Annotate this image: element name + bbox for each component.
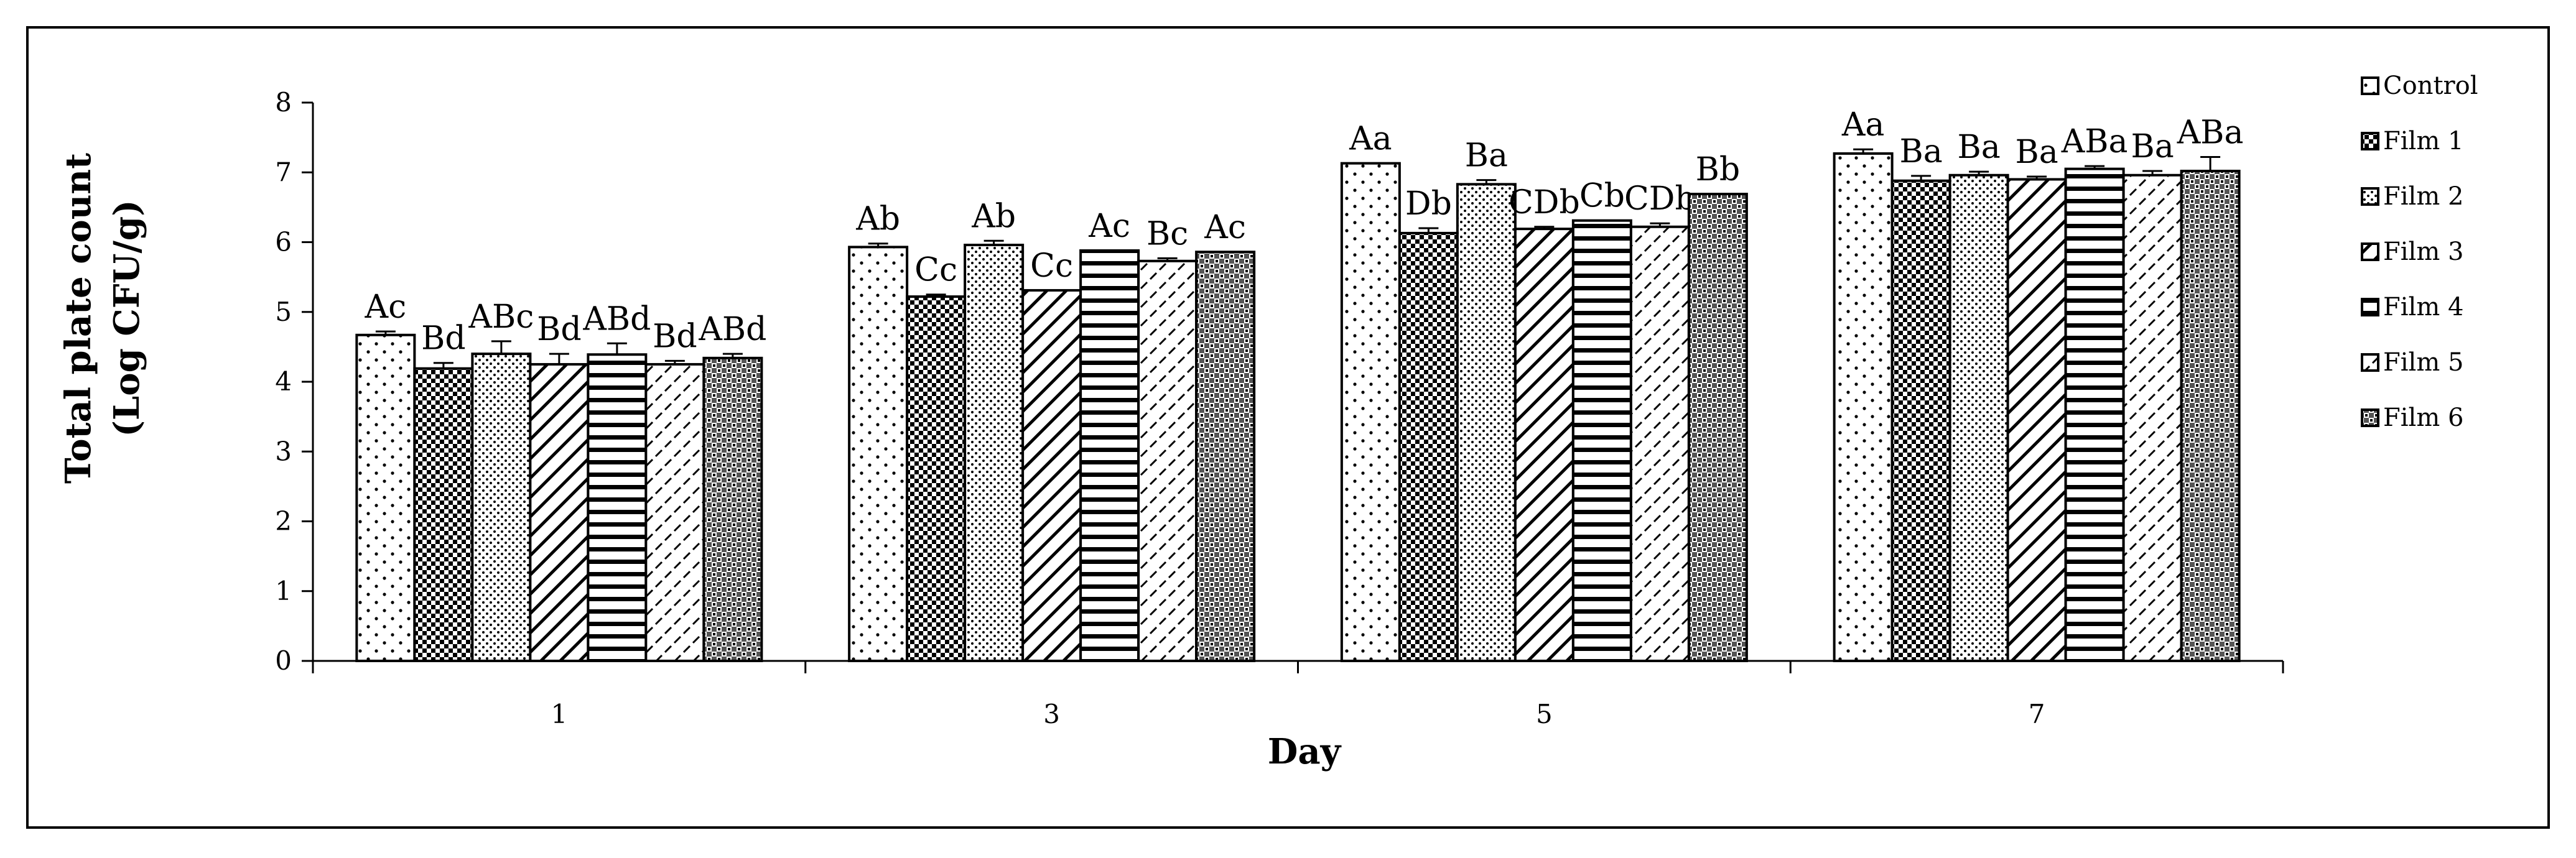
data-label: CDb bbox=[1624, 180, 1696, 218]
y-tick-label: 8 bbox=[275, 87, 292, 118]
bar bbox=[2122, 173, 2183, 662]
bar bbox=[1571, 219, 1632, 662]
data-label: Ba bbox=[2131, 128, 2174, 165]
data-label: Ac bbox=[1204, 209, 1246, 246]
y-tick-label: 7 bbox=[275, 157, 292, 187]
bar bbox=[1890, 179, 1951, 663]
data-label: CDb bbox=[1509, 184, 1580, 221]
legend-swatch bbox=[2361, 298, 2379, 316]
y-tick-label: 0 bbox=[275, 645, 292, 676]
y-tick-label: 1 bbox=[275, 576, 292, 606]
legend-swatch bbox=[2361, 187, 2379, 206]
bar bbox=[1514, 228, 1574, 662]
data-label: Ab bbox=[971, 198, 1016, 235]
data-label: ABd bbox=[582, 300, 651, 338]
bar bbox=[471, 353, 532, 662]
y-axis-title-line: (Log CFU/g) bbox=[106, 200, 147, 436]
legend-label: Film 3 bbox=[2383, 238, 2463, 266]
legend-label: Film 6 bbox=[2383, 404, 2463, 432]
bar bbox=[529, 362, 590, 662]
x-axis-title: Day bbox=[1268, 731, 1342, 772]
bar bbox=[2006, 178, 2067, 663]
x-tick-label: 7 bbox=[2029, 699, 2045, 729]
data-label: Ba bbox=[1900, 133, 1943, 170]
legend-label: Film 2 bbox=[2383, 182, 2463, 211]
data-label: Aa bbox=[1349, 121, 1392, 158]
legend-swatch bbox=[2361, 353, 2379, 372]
legend-swatch bbox=[2361, 132, 2379, 150]
data-label: Cc bbox=[1030, 247, 1073, 285]
legend-label: Film 4 bbox=[2383, 293, 2463, 321]
bar bbox=[1079, 249, 1140, 663]
bar bbox=[355, 333, 416, 662]
bar bbox=[1340, 162, 1401, 663]
x-tick-label: 1 bbox=[551, 699, 568, 729]
bar bbox=[1456, 183, 1517, 662]
data-label: Ba bbox=[1465, 137, 1508, 175]
bar bbox=[2180, 170, 2241, 662]
bar bbox=[1137, 259, 1198, 662]
x-tick-label: 3 bbox=[1043, 699, 1060, 729]
data-label: Ba bbox=[2016, 134, 2058, 171]
data-label: Ac bbox=[365, 288, 407, 326]
bar bbox=[964, 243, 1025, 662]
bar bbox=[644, 362, 705, 662]
y-tick-label: 6 bbox=[275, 227, 292, 257]
bar bbox=[1629, 225, 1690, 662]
legend-swatch bbox=[2361, 76, 2379, 95]
data-label: ABa bbox=[2061, 123, 2128, 160]
y-axis-title-line: Total plate count bbox=[58, 153, 99, 484]
y-tick-label: 2 bbox=[275, 506, 292, 537]
data-label: ABa bbox=[2177, 114, 2244, 152]
bar bbox=[1398, 231, 1459, 663]
y-axis-title: Total plate count (Log CFU/g) bbox=[58, 153, 147, 484]
data-label: Cb bbox=[1579, 178, 1625, 215]
bar bbox=[848, 246, 909, 663]
data-label: ABd bbox=[698, 311, 766, 348]
data-label: Ac bbox=[1088, 208, 1130, 245]
x-tick-label: 5 bbox=[1536, 699, 1553, 729]
data-label: Cc bbox=[914, 252, 957, 289]
data-label: Bb bbox=[1696, 151, 1741, 188]
chart-border bbox=[26, 26, 2550, 829]
y-tick-label: 5 bbox=[275, 297, 292, 327]
data-label: Bc bbox=[1146, 215, 1188, 252]
legend-label: Film 1 bbox=[2383, 127, 2463, 155]
data-label: Ab bbox=[855, 201, 900, 238]
bar bbox=[2064, 167, 2125, 662]
data-label: Bd bbox=[537, 311, 582, 348]
y-tick-label: 4 bbox=[275, 366, 292, 397]
legend-label: Film 5 bbox=[2383, 348, 2463, 377]
legend-swatch bbox=[2361, 408, 2379, 427]
bar bbox=[1687, 193, 1748, 662]
data-label: ABc bbox=[468, 298, 534, 336]
bar bbox=[906, 295, 967, 662]
y-tick-label: 3 bbox=[275, 436, 292, 466]
data-label: Bd bbox=[653, 318, 697, 355]
legend: Control Film 1 Film 2 Film 3 Film 4 Film 5 Fil… bbox=[2361, 72, 2478, 432]
bar bbox=[1833, 152, 1894, 662]
bar bbox=[1021, 288, 1082, 662]
bar bbox=[1948, 173, 2009, 662]
legend-swatch bbox=[2361, 242, 2379, 261]
data-label: Bd bbox=[421, 320, 466, 358]
data-label: Aa bbox=[1841, 106, 1885, 144]
bar bbox=[702, 356, 763, 663]
data-label: Db bbox=[1405, 185, 1452, 223]
legend-label: Control bbox=[2383, 72, 2478, 100]
bar bbox=[413, 367, 474, 662]
data-label: Ba bbox=[1958, 129, 2001, 166]
bar bbox=[587, 353, 648, 662]
bar bbox=[1195, 251, 1256, 662]
